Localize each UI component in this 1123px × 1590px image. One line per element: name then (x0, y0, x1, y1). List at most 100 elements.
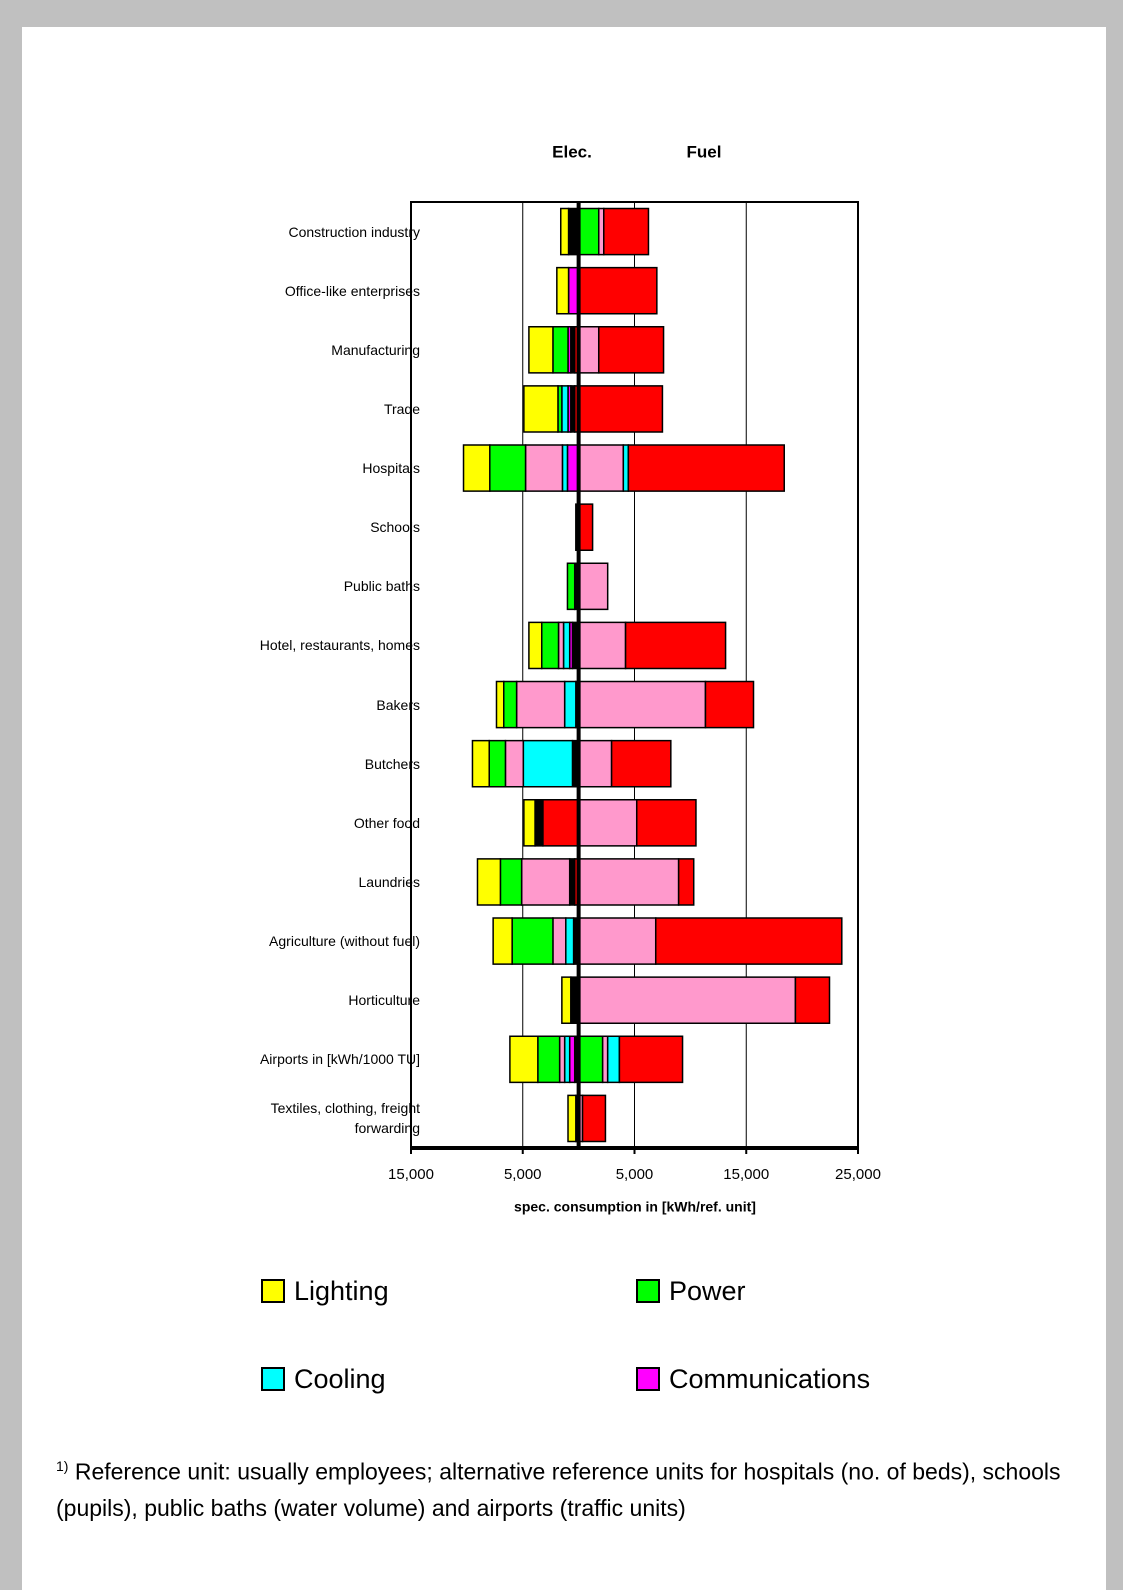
bar-segment (577, 799, 638, 847)
category-label: Hotel, restaurants, homes (259, 637, 420, 654)
bar-segment (524, 444, 564, 492)
category-label: Trade (383, 400, 420, 417)
bar-segment (563, 680, 577, 729)
bar-segment (522, 739, 574, 788)
legend-swatch (261, 1279, 285, 1303)
bar-segment (577, 680, 707, 729)
x-tick-label: 15,000 (388, 1166, 434, 1183)
bar-segment (523, 799, 536, 847)
bar-segment (624, 621, 727, 670)
bar-segment (520, 858, 571, 906)
category-label: Hospitals (362, 460, 420, 477)
bar-segment (654, 917, 843, 965)
bar-segment (558, 1035, 566, 1084)
category-label: Other food (353, 814, 420, 831)
bar-segment (577, 739, 613, 788)
x-tick-label: 5,000 (616, 1166, 654, 1183)
category-label: Laundries (358, 873, 421, 890)
bar-segment (488, 739, 507, 788)
bar-segment (562, 621, 571, 670)
legend-swatch (636, 1279, 660, 1303)
category-label: Construction industry (288, 223, 420, 240)
bar-segment (503, 680, 518, 729)
bar-segment (471, 739, 490, 788)
bar-segment (577, 621, 627, 670)
category-label: Horticulture (348, 992, 420, 1009)
bar-segment (603, 207, 650, 256)
category-label: Schools (370, 519, 420, 536)
bar-segment (492, 917, 513, 965)
bar-segment (556, 266, 570, 315)
bar-segment (627, 444, 785, 492)
bar-segment (677, 858, 695, 906)
bar-segment (577, 562, 609, 611)
bar-segment (495, 680, 505, 729)
bar-segment (561, 385, 569, 433)
x-tick-label: 5,000 (504, 1166, 542, 1183)
bar-segment (537, 1035, 561, 1084)
bar-segment (462, 444, 491, 492)
bar-segment (476, 858, 502, 906)
legend-label: Power (669, 1276, 746, 1306)
legend-label: Cooling (294, 1364, 386, 1394)
bar-segment (552, 917, 567, 965)
bar-segment (577, 385, 664, 433)
footnote-text: Reference unit: usually employees; alter… (56, 1458, 1061, 1521)
category-label: Butchers (364, 755, 420, 772)
bar-segment (597, 326, 665, 374)
legend-label: Lighting (294, 1276, 389, 1306)
bar-segment (542, 799, 580, 847)
category-label: Bakers (376, 696, 420, 713)
bar-segment (566, 562, 576, 611)
bar-segment (577, 444, 625, 492)
category-label: Manufacturing (331, 341, 420, 358)
bar-segment (559, 207, 570, 256)
bar-segment (568, 1035, 576, 1084)
category-label: Office-like enterprises (284, 282, 420, 299)
bar-segment (577, 326, 600, 374)
bar-segment (704, 680, 755, 729)
bar-segment (561, 444, 569, 492)
bar-segment (577, 503, 594, 551)
bar-segment (523, 385, 559, 433)
category-label: Airports in [kWh/1000 TU] (259, 1051, 420, 1068)
bar-segment (577, 917, 657, 965)
bar-segment (563, 1035, 571, 1084)
bar-segment (577, 1035, 604, 1084)
legend-label: Communications (669, 1364, 870, 1394)
bar-segment (528, 326, 554, 374)
category-label: Textiles, clothing, freight forwarding (270, 1100, 420, 1137)
footnote-marker: 1) (56, 1458, 69, 1474)
bar-segment (577, 858, 680, 906)
category-label: Public baths (343, 578, 420, 595)
bar-segment (581, 1094, 607, 1143)
bar-segment (499, 858, 523, 906)
bar-segment (610, 739, 672, 788)
bar-segment (568, 858, 576, 906)
bar-segment (567, 1094, 577, 1143)
legend-swatch (261, 1367, 285, 1391)
right-heading: Fuel (687, 142, 722, 161)
bar-segment (489, 444, 527, 492)
bar-segment (504, 739, 525, 788)
bar-segment (509, 1035, 539, 1084)
bar-segment (597, 207, 605, 256)
bar-segment (601, 1035, 609, 1084)
bar-segment (577, 976, 797, 1024)
x-tick-label: 25,000 (835, 1166, 881, 1183)
bar-segment (577, 207, 600, 256)
bar-segment (618, 1035, 684, 1084)
bar-segment (577, 266, 658, 315)
left-heading: Elec. (552, 142, 592, 161)
legend-swatch (636, 1367, 660, 1391)
bar-segment (565, 917, 575, 965)
category-label: Agriculture (without fuel) (269, 933, 420, 950)
bar-segment (540, 621, 560, 670)
bar-segment (557, 621, 565, 670)
bar-segment (794, 976, 831, 1024)
bar-segment (528, 621, 543, 670)
bar-segment (552, 326, 569, 374)
footnote: 1) Reference unit: usually employees; al… (56, 1448, 1096, 1526)
